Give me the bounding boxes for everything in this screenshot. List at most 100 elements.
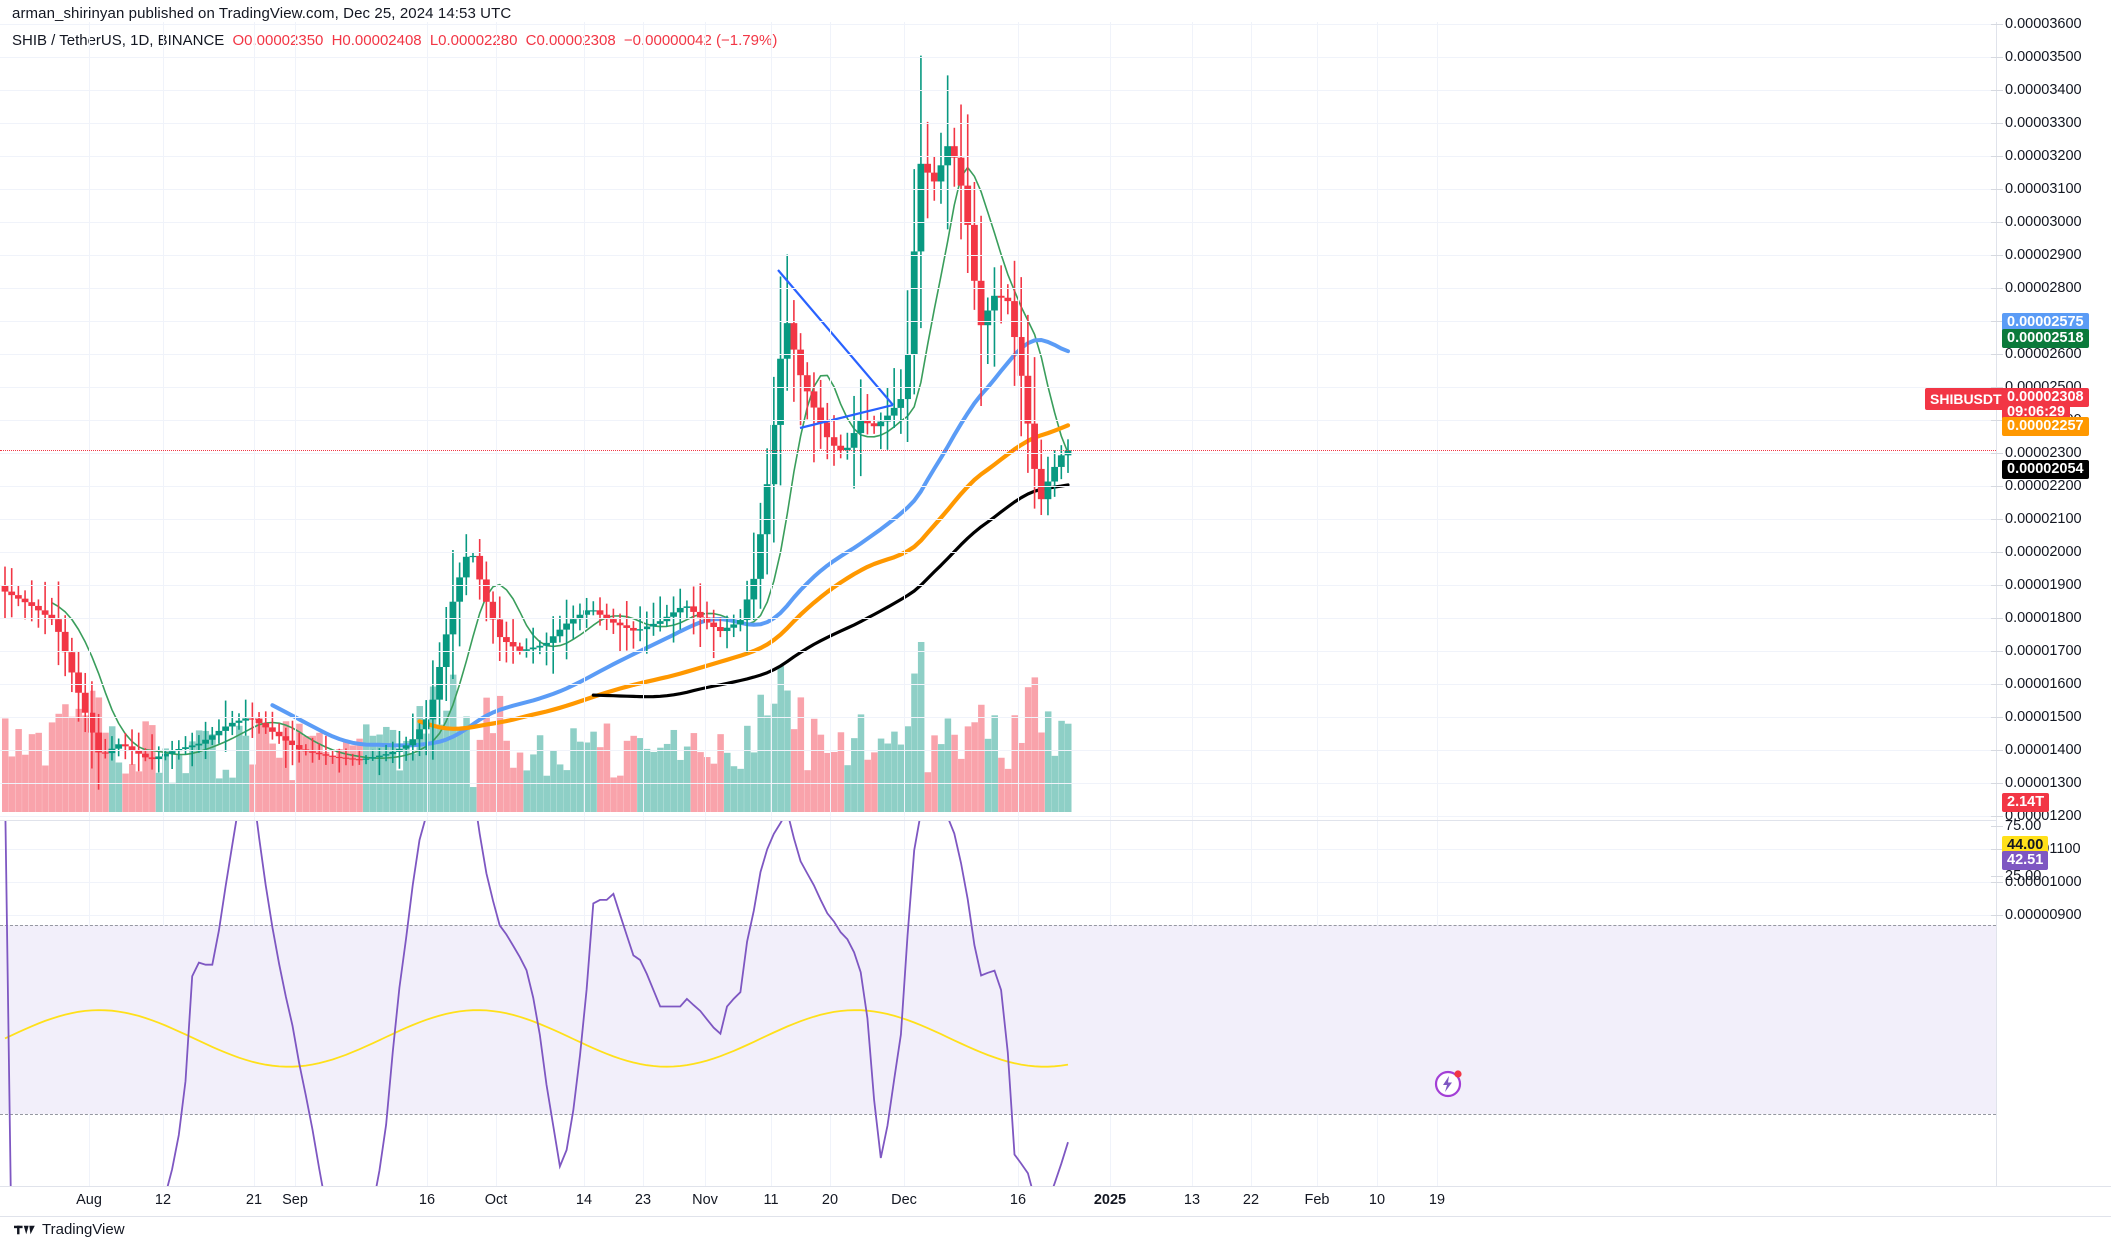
volume-bar (677, 759, 684, 812)
candle-body (28, 602, 36, 606)
time-axis[interactable]: Aug 12 21 Sep 16 Oct 14 23 Nov 11 20 Dec 16 2025 13 22 F… (0, 1186, 2111, 1217)
candle-body (355, 759, 363, 761)
volume-bar (670, 729, 678, 812)
candle-body (489, 601, 497, 620)
price-axis-tick: 0.00003400 (1991, 82, 2082, 98)
trendline-drawing[interactable] (777, 269, 894, 430)
volume-bar (436, 724, 444, 812)
volume-bar (637, 738, 644, 812)
volume-bar (650, 751, 657, 812)
gridline-vertical (1251, 22, 1252, 1186)
ma-orange-badge[interactable]: 0.00002257 (2002, 417, 2089, 436)
price-axis-tick: 0.00002300 (1991, 445, 2082, 461)
chart-canvas[interactable] (0, 22, 1996, 1187)
volume-bar (463, 716, 470, 812)
price-axis-tick: 0.00002600 (1991, 346, 2082, 362)
price-axis-tick: 0.00002800 (1991, 280, 2082, 296)
tradingview-logo[interactable]: TradingView (14, 1221, 125, 1238)
gridline-horizontal (0, 552, 1996, 553)
volume-bar (797, 697, 805, 812)
volume-bar (831, 752, 838, 812)
volume-bar (155, 772, 163, 812)
current-price-line (0, 450, 1996, 452)
candle-body (964, 185, 972, 225)
candle-body (703, 617, 711, 623)
candle-body (322, 754, 330, 756)
legend-low-value: 0.00002280 (438, 32, 518, 49)
volume-bar (597, 747, 604, 812)
candle-body (549, 636, 557, 643)
gridline-horizontal (0, 783, 1996, 784)
volume-bar (222, 769, 230, 812)
alert-lightning-icon[interactable] (1434, 1069, 1464, 1099)
candle-body (55, 619, 62, 632)
candle-body (382, 754, 390, 756)
gridline-vertical (1317, 22, 1318, 1186)
gridline-vertical (643, 22, 644, 1186)
legend-symbol[interactable]: SHIB / TetherUS, 1D, BINANCE (12, 32, 225, 49)
rsi-pane[interactable] (0, 820, 1996, 1187)
gridline-horizontal (0, 618, 1996, 619)
price-axis-tick: 0.00001700 (1991, 643, 2082, 659)
volume-bar (1024, 687, 1032, 812)
candle-body (1, 585, 9, 592)
price-axis-tick: 0.00000900 (1991, 907, 2082, 923)
candle-body (523, 649, 530, 651)
volume-bar (162, 748, 169, 812)
ma-green-badge[interactable]: 0.00002518 (2002, 329, 2089, 348)
price-axis-tick-dash (1991, 57, 2003, 58)
gridline-vertical (1377, 22, 1378, 1186)
candle-body (95, 732, 102, 753)
gridline-vertical (771, 22, 772, 1186)
volume-bar (276, 757, 283, 812)
volume-bar (195, 730, 203, 812)
volume-bar (449, 674, 457, 812)
gridline-horizontal (0, 222, 1996, 223)
gridline-horizontal (0, 453, 1996, 454)
candle-body (429, 699, 437, 720)
volume-bar (423, 733, 430, 812)
rsi-axis-tick-dash (1991, 876, 2003, 877)
candle-body (930, 172, 938, 182)
candle-body (556, 629, 564, 637)
volume-bar (617, 775, 624, 812)
volume-bar (490, 733, 497, 812)
price-axis-tick-dash (1991, 618, 2003, 619)
ma-black-badge[interactable]: 0.00002054 (2002, 460, 2089, 479)
candle-body (1051, 466, 1059, 482)
gridline-horizontal (0, 321, 1996, 322)
price-axis-tick: 0.00001500 (1991, 709, 2082, 725)
candle-body (870, 423, 878, 427)
volume-bar (82, 715, 89, 812)
candle-body (269, 727, 276, 732)
candle-body (503, 637, 510, 643)
candle-body (643, 626, 651, 630)
price-axis[interactable]: 0.00003600 0.00003500 0.00003400 0.00003300… (1991, 16, 2111, 1186)
candle-body (282, 736, 290, 741)
volume-bar (784, 690, 791, 812)
price-axis-tick-dash (1991, 750, 2003, 751)
rsi-value-badge[interactable]: 42.51 (2002, 851, 2049, 870)
price-axis-tick: 0.00001000 (1991, 874, 2082, 890)
candle-body (950, 146, 958, 158)
candle-body (616, 622, 624, 626)
price-axis-tick-dash (1991, 255, 2003, 256)
candle-body (128, 746, 136, 751)
volume-bar (235, 725, 243, 812)
candle-body (48, 614, 56, 620)
candle-body (88, 712, 96, 733)
volume-bar (697, 752, 704, 812)
candle-body (208, 735, 216, 740)
candle-body (101, 752, 109, 754)
volume-badge[interactable]: 2.14T (2002, 793, 2050, 812)
candle-body (683, 606, 691, 608)
ma-blue-badge[interactable]: 0.00002575 (2002, 313, 2089, 332)
gridline-horizontal (0, 717, 1996, 718)
candle-body (817, 407, 825, 423)
volume-bar (657, 747, 664, 812)
last-price-badge[interactable]: 0.00002308 (2002, 388, 2089, 407)
price-axis-tick: 0.00002200 (1991, 478, 2082, 494)
volume-bar (583, 742, 591, 812)
candle-body (864, 420, 871, 424)
rsi-ma-badge[interactable]: 44.00 (2002, 836, 2049, 855)
